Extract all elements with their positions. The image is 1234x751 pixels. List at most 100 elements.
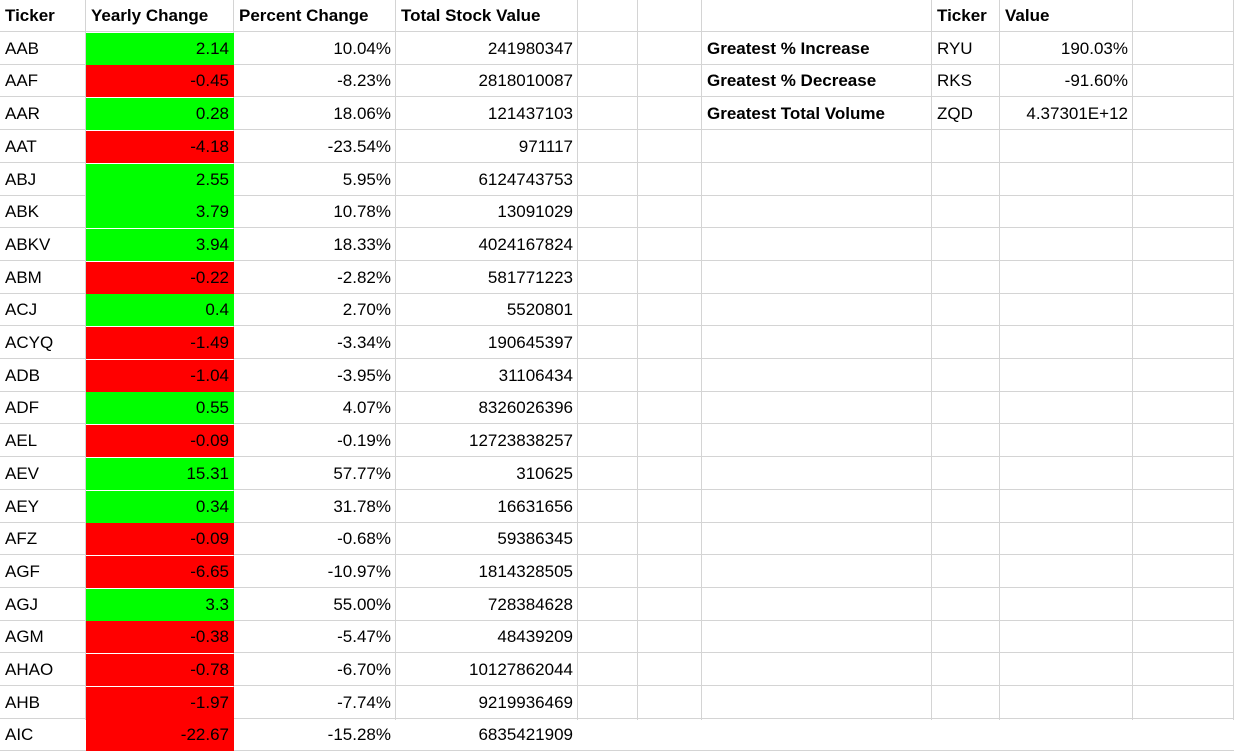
percent-change-cell[interactable]: 5.95% bbox=[342, 169, 391, 189]
percent-change-cell[interactable]: -3.95% bbox=[337, 365, 391, 385]
total-stock-value-cell[interactable]: 241980347 bbox=[487, 38, 573, 58]
percent-change-cell[interactable]: -8.23% bbox=[337, 71, 391, 91]
header-total-stock-value[interactable]: Total Stock Value bbox=[401, 6, 541, 25]
ticker-cell[interactable]: AGJ bbox=[5, 594, 39, 614]
summary-value-cell[interactable]: 4.37301E+12 bbox=[1026, 104, 1128, 124]
total-stock-value-cell[interactable]: 121437103 bbox=[487, 104, 573, 124]
ticker-cell[interactable]: AAT bbox=[5, 136, 37, 156]
percent-change-cell[interactable]: 18.33% bbox=[333, 234, 391, 254]
ticker-cell[interactable]: ABK bbox=[5, 202, 40, 222]
yearly-change-cell[interactable]: -0.09 bbox=[86, 523, 234, 556]
total-stock-value-cell[interactable]: 12723838257 bbox=[468, 431, 573, 451]
summary-value-cell[interactable]: -91.60% bbox=[1064, 71, 1128, 91]
yearly-change-cell[interactable]: -0.09 bbox=[86, 425, 234, 458]
summary-ticker-cell[interactable]: RYU bbox=[937, 38, 973, 58]
total-stock-value-cell[interactable]: 10127862044 bbox=[468, 660, 573, 679]
percent-change-cell[interactable]: -3.34% bbox=[337, 333, 391, 352]
ticker-cell[interactable]: AEY bbox=[5, 496, 40, 516]
ticker-cell[interactable]: AEV bbox=[5, 463, 40, 483]
percent-change-cell[interactable]: -23.54% bbox=[327, 136, 391, 156]
ticker-cell[interactable]: AAF bbox=[5, 71, 39, 91]
total-stock-value-cell[interactable]: 581771223 bbox=[487, 267, 573, 287]
yearly-change-cell[interactable]: -6.65 bbox=[86, 555, 234, 588]
percent-change-cell[interactable]: 2.70% bbox=[342, 300, 391, 320]
total-stock-value-cell[interactable]: 4024167824 bbox=[478, 234, 573, 254]
percent-change-cell[interactable]: 10.04% bbox=[333, 38, 391, 58]
ticker-cell[interactable]: ABKV bbox=[5, 234, 51, 254]
summary-ticker-cell[interactable]: RKS bbox=[937, 71, 972, 91]
total-stock-value-cell[interactable]: 1814328505 bbox=[478, 561, 573, 581]
percent-change-cell[interactable]: -6.70% bbox=[337, 660, 391, 679]
percent-change-cell[interactable]: 55.00% bbox=[333, 594, 391, 614]
yearly-change-cell[interactable]: -1.04 bbox=[86, 359, 234, 392]
yearly-change-cell[interactable]: 3.3 bbox=[86, 588, 234, 621]
yearly-change-cell[interactable]: 2.14 bbox=[86, 32, 234, 65]
percent-change-cell[interactable]: -10.97% bbox=[327, 561, 391, 581]
percent-change-cell[interactable]: -2.82% bbox=[337, 267, 391, 287]
total-stock-value-cell[interactable]: 190645397 bbox=[487, 333, 573, 352]
total-stock-value-cell[interactable]: 8326026396 bbox=[478, 398, 573, 418]
total-stock-value-cell[interactable]: 6835421909 bbox=[478, 725, 573, 745]
ticker-cell[interactable]: AAB bbox=[5, 38, 40, 58]
yearly-change-cell[interactable]: -22.67 bbox=[86, 719, 234, 751]
yearly-change-cell[interactable]: -1.49 bbox=[86, 327, 234, 359]
percent-change-cell[interactable]: 18.06% bbox=[333, 104, 391, 124]
ticker-cell[interactable]: AGM bbox=[5, 627, 44, 647]
ticker-cell[interactable]: AFZ bbox=[5, 529, 38, 549]
total-stock-value-cell[interactable]: 16631656 bbox=[497, 496, 573, 516]
ticker-cell[interactable]: AEL bbox=[5, 431, 38, 451]
yearly-change-cell[interactable]: 0.28 bbox=[86, 98, 234, 131]
ticker-cell[interactable]: AGF bbox=[5, 561, 40, 581]
total-stock-value-cell[interactable]: 31106434 bbox=[498, 365, 573, 385]
percent-change-cell[interactable]: -7.74% bbox=[337, 692, 391, 712]
total-stock-value-cell[interactable]: 310625 bbox=[516, 463, 573, 483]
yearly-change-cell[interactable]: 0.4 bbox=[86, 294, 234, 327]
yearly-change-cell[interactable]: -4.18 bbox=[86, 130, 234, 163]
yearly-change-cell[interactable]: 15.31 bbox=[86, 457, 234, 490]
ticker-cell[interactable]: ABM bbox=[5, 267, 42, 287]
percent-change-cell[interactable]: -0.68% bbox=[337, 529, 391, 549]
summary-label-cell[interactable]: Greatest % Decrease bbox=[707, 71, 877, 91]
summary-ticker-cell[interactable]: ZQD bbox=[937, 104, 973, 124]
percent-change-cell[interactable]: -15.28% bbox=[327, 725, 391, 745]
yearly-change-cell[interactable]: 3.94 bbox=[86, 228, 234, 261]
yearly-change-cell[interactable]: 0.55 bbox=[86, 392, 234, 425]
yearly-change-cell[interactable]: -1.97 bbox=[86, 686, 234, 719]
summary-value-cell[interactable]: 190.03% bbox=[1060, 38, 1128, 58]
total-stock-value-cell[interactable]: 9219936469 bbox=[478, 692, 573, 712]
ticker-cell[interactable]: AHAO bbox=[5, 660, 54, 679]
total-stock-value-cell[interactable]: 59386345 bbox=[497, 529, 573, 549]
ticker-cell[interactable]: ACJ bbox=[5, 300, 38, 320]
ticker-cell[interactable]: ADB bbox=[5, 365, 40, 385]
total-stock-value-cell[interactable]: 5520801 bbox=[506, 300, 573, 320]
total-stock-value-cell[interactable]: 728384628 bbox=[487, 594, 573, 614]
ticker-cell[interactable]: AIC bbox=[5, 725, 34, 745]
yearly-change-cell[interactable]: 3.79 bbox=[86, 196, 234, 229]
yearly-change-cell[interactable]: -0.22 bbox=[86, 261, 234, 294]
header-ticker[interactable]: Ticker bbox=[5, 6, 55, 25]
yearly-change-cell[interactable]: 0.34 bbox=[86, 490, 234, 523]
ticker-cell[interactable]: AAR bbox=[5, 104, 40, 124]
total-stock-value-cell[interactable]: 6124743753 bbox=[478, 169, 573, 189]
yearly-change-cell[interactable]: -0.45 bbox=[86, 65, 234, 98]
percent-change-cell[interactable]: 57.77% bbox=[333, 463, 391, 483]
yearly-change-cell[interactable]: -0.78 bbox=[86, 654, 234, 686]
header-percent-change[interactable]: Percent Change bbox=[239, 6, 369, 25]
header-yearly-change[interactable]: Yearly Change bbox=[91, 6, 209, 25]
summary-label-cell[interactable]: Greatest Total Volume bbox=[707, 104, 885, 124]
ticker-cell[interactable]: ABJ bbox=[5, 169, 37, 189]
summary-label-cell[interactable]: Greatest % Increase bbox=[707, 38, 870, 58]
total-stock-value-cell[interactable]: 13091029 bbox=[497, 202, 573, 222]
total-stock-value-cell[interactable]: 2818010087 bbox=[478, 71, 573, 91]
summary-header-value[interactable]: Value bbox=[1005, 6, 1050, 25]
percent-change-cell[interactable]: 4.07% bbox=[342, 398, 391, 418]
percent-change-cell[interactable]: 31.78% bbox=[333, 496, 391, 516]
ticker-cell[interactable]: AHB bbox=[5, 692, 40, 712]
yearly-change-cell[interactable]: -0.38 bbox=[86, 621, 234, 654]
yearly-change-cell[interactable]: 2.55 bbox=[86, 163, 234, 196]
percent-change-cell[interactable]: 10.78% bbox=[333, 202, 391, 222]
total-stock-value-cell[interactable]: 48439209 bbox=[497, 627, 573, 647]
percent-change-cell[interactable]: -0.19% bbox=[337, 431, 391, 451]
summary-header-ticker[interactable]: Ticker bbox=[937, 6, 987, 25]
percent-change-cell[interactable]: -5.47% bbox=[337, 627, 391, 647]
